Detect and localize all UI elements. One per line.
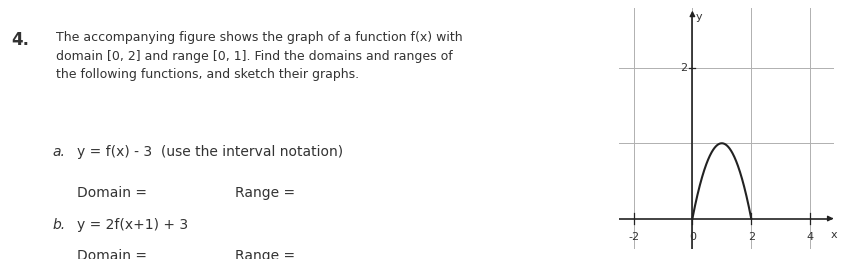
Text: 4: 4 xyxy=(807,232,813,242)
Text: y: y xyxy=(696,12,702,21)
Text: 2: 2 xyxy=(748,232,754,242)
Text: -2: -2 xyxy=(628,232,639,242)
Text: Domain =: Domain = xyxy=(77,249,147,259)
Text: Range =: Range = xyxy=(235,186,296,200)
Text: 4.: 4. xyxy=(11,31,29,49)
Text: 0: 0 xyxy=(689,232,695,242)
Text: Domain =: Domain = xyxy=(77,186,147,200)
Text: b.: b. xyxy=(52,218,66,232)
Text: y = f(x) - 3  (use the interval notation): y = f(x) - 3 (use the interval notation) xyxy=(77,145,344,159)
Text: Range =: Range = xyxy=(235,249,296,259)
Text: The accompanying figure shows the graph of a function f(x) with
domain [0, 2] an: The accompanying figure shows the graph … xyxy=(56,31,462,81)
Text: x: x xyxy=(831,230,837,240)
Text: a.: a. xyxy=(52,145,66,159)
Text: 2: 2 xyxy=(680,63,687,73)
Text: y = 2f(x+1) + 3: y = 2f(x+1) + 3 xyxy=(77,218,189,232)
